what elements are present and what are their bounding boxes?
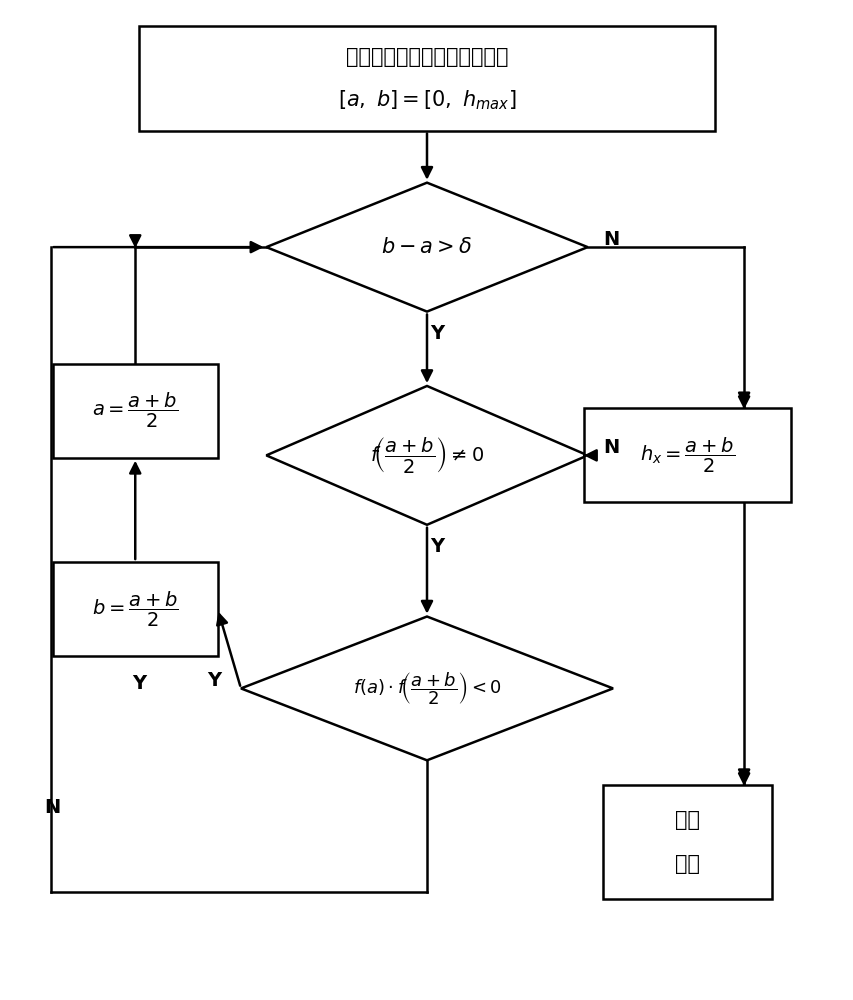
Text: N: N <box>44 798 61 817</box>
Bar <box>53 364 218 458</box>
Bar <box>583 408 790 502</box>
Polygon shape <box>266 183 587 312</box>
Text: $f(a)\cdot f\!\left(\dfrac{a+b}{2}\right)<0$: $f(a)\cdot f\!\left(\dfrac{a+b}{2}\right… <box>352 670 501 707</box>
Polygon shape <box>241 617 612 760</box>
Polygon shape <box>266 386 587 525</box>
Bar <box>602 785 771 899</box>
Bar <box>139 26 714 131</box>
Text: Y: Y <box>132 674 147 693</box>
Text: $[a,\ b]=[0,\ h_{max}]$: $[a,\ b]=[0,\ h_{max}]$ <box>338 89 515 112</box>
Text: $b-a>\delta$: $b-a>\delta$ <box>381 237 472 257</box>
Bar <box>53 562 218 656</box>
Text: Y: Y <box>430 537 444 556</box>
Text: $a=\dfrac{a+b}{2}$: $a=\dfrac{a+b}{2}$ <box>92 391 178 430</box>
Text: 输出: 输出 <box>674 854 699 874</box>
Text: $h_x=\dfrac{a+b}{2}$: $h_x=\dfrac{a+b}{2}$ <box>639 436 734 475</box>
Text: N: N <box>602 230 618 249</box>
Text: Y: Y <box>206 671 221 690</box>
Text: 选取除氧器水位高度初始区间: 选取除氧器水位高度初始区间 <box>345 47 508 67</box>
Text: 结束: 结束 <box>674 810 699 830</box>
Text: $b=\dfrac{a+b}{2}$: $b=\dfrac{a+b}{2}$ <box>92 590 178 629</box>
Text: Y: Y <box>430 324 444 343</box>
Text: $f\!\left(\dfrac{a+b}{2}\right)\neq 0$: $f\!\left(\dfrac{a+b}{2}\right)\neq 0$ <box>369 435 484 475</box>
Text: N: N <box>602 438 618 457</box>
